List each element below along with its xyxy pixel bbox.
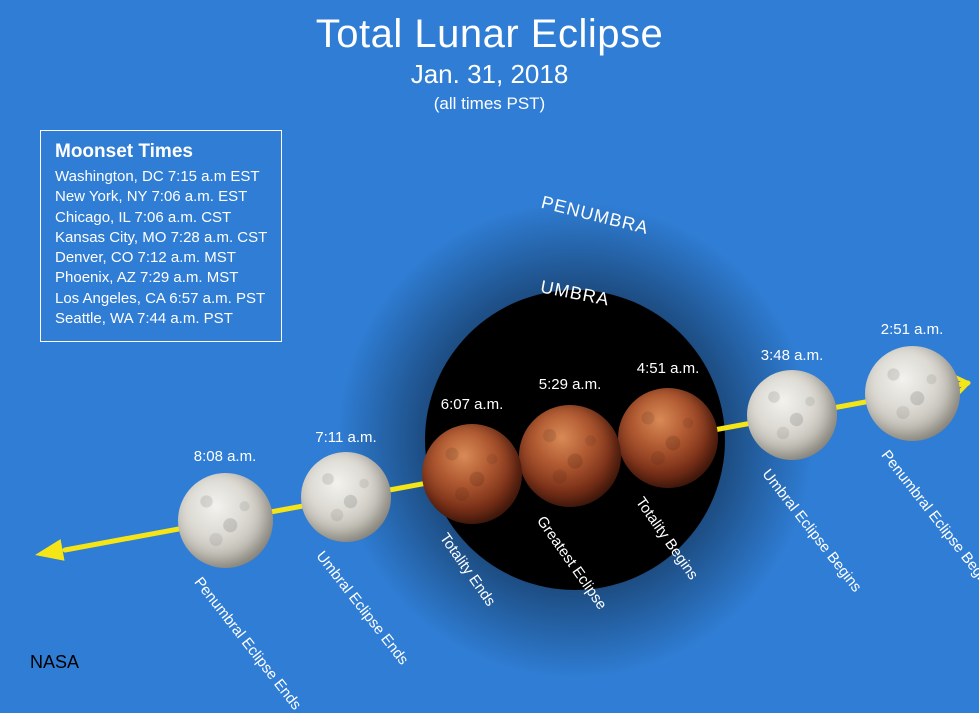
moonset-row: Los Angeles, CA 6:57 a.m. PST — [55, 289, 267, 309]
moon-totality-ends — [422, 424, 522, 524]
title-main: Total Lunar Eclipse — [0, 12, 979, 57]
moonset-row: Chicago, IL 7:06 a.m. CST — [55, 208, 267, 228]
moonset-row: Washington, DC 7:15 a.m EST — [55, 167, 267, 187]
moon-time-greatest: 5:29 a.m. — [539, 376, 602, 393]
moon-time-penumbral-begin: 2:51 a.m. — [881, 321, 944, 338]
moon-totality-begins — [618, 388, 718, 488]
moon-umbral-ends — [301, 452, 391, 542]
moon-time-umbral-begin: 3:48 a.m. — [761, 347, 824, 364]
moon-greatest — [519, 405, 621, 507]
moonset-row: Denver, CO 7:12 a.m. MST — [55, 248, 267, 268]
phase-label-penumbral-ends: Penumbral Eclipse Ends — [191, 574, 305, 713]
phase-label-umbral-ends: Umbral Eclipse Ends — [312, 548, 411, 668]
moon-time-totality-ends: 6:07 a.m. — [441, 396, 504, 413]
moon-umbral-begin — [747, 370, 837, 460]
moonset-row: Seattle, WA 7:44 a.m. PST — [55, 309, 267, 329]
phase-label-umbral-begin: Umbral Eclipse Begins — [758, 466, 864, 595]
penumbra-label: PENUMBRA — [539, 192, 651, 239]
moonset-box-title: Moonset Times — [55, 141, 267, 163]
moon-penumbral-ends — [178, 473, 273, 568]
moon-time-umbral-ends: 7:11 a.m. — [315, 429, 376, 446]
credit-text: NASA — [30, 652, 79, 673]
moon-time-penumbral-ends: 8:08 a.m. — [194, 448, 257, 465]
moonset-row: Phoenix, AZ 7:29 a.m. MST — [55, 268, 267, 288]
moon-time-totality-begins: 4:51 a.m. — [637, 360, 700, 377]
title-subtitle: Jan. 31, 2018 — [0, 59, 979, 90]
phase-label-penumbral-begin: Penumbral Eclipse Begins — [878, 447, 979, 595]
title-timezone: (all times PST) — [0, 94, 979, 114]
moonset-row: New York, NY 7:06 a.m. EST — [55, 187, 267, 207]
moonset-row: Kansas City, MO 7:28 a.m. CST — [55, 228, 267, 248]
title-block: Total Lunar Eclipse Jan. 31, 2018 (all t… — [0, 12, 979, 114]
moon-penumbral-begin — [865, 346, 960, 441]
moonset-times-box: Moonset Times Washington, DC 7:15 a.m ES… — [40, 130, 282, 342]
